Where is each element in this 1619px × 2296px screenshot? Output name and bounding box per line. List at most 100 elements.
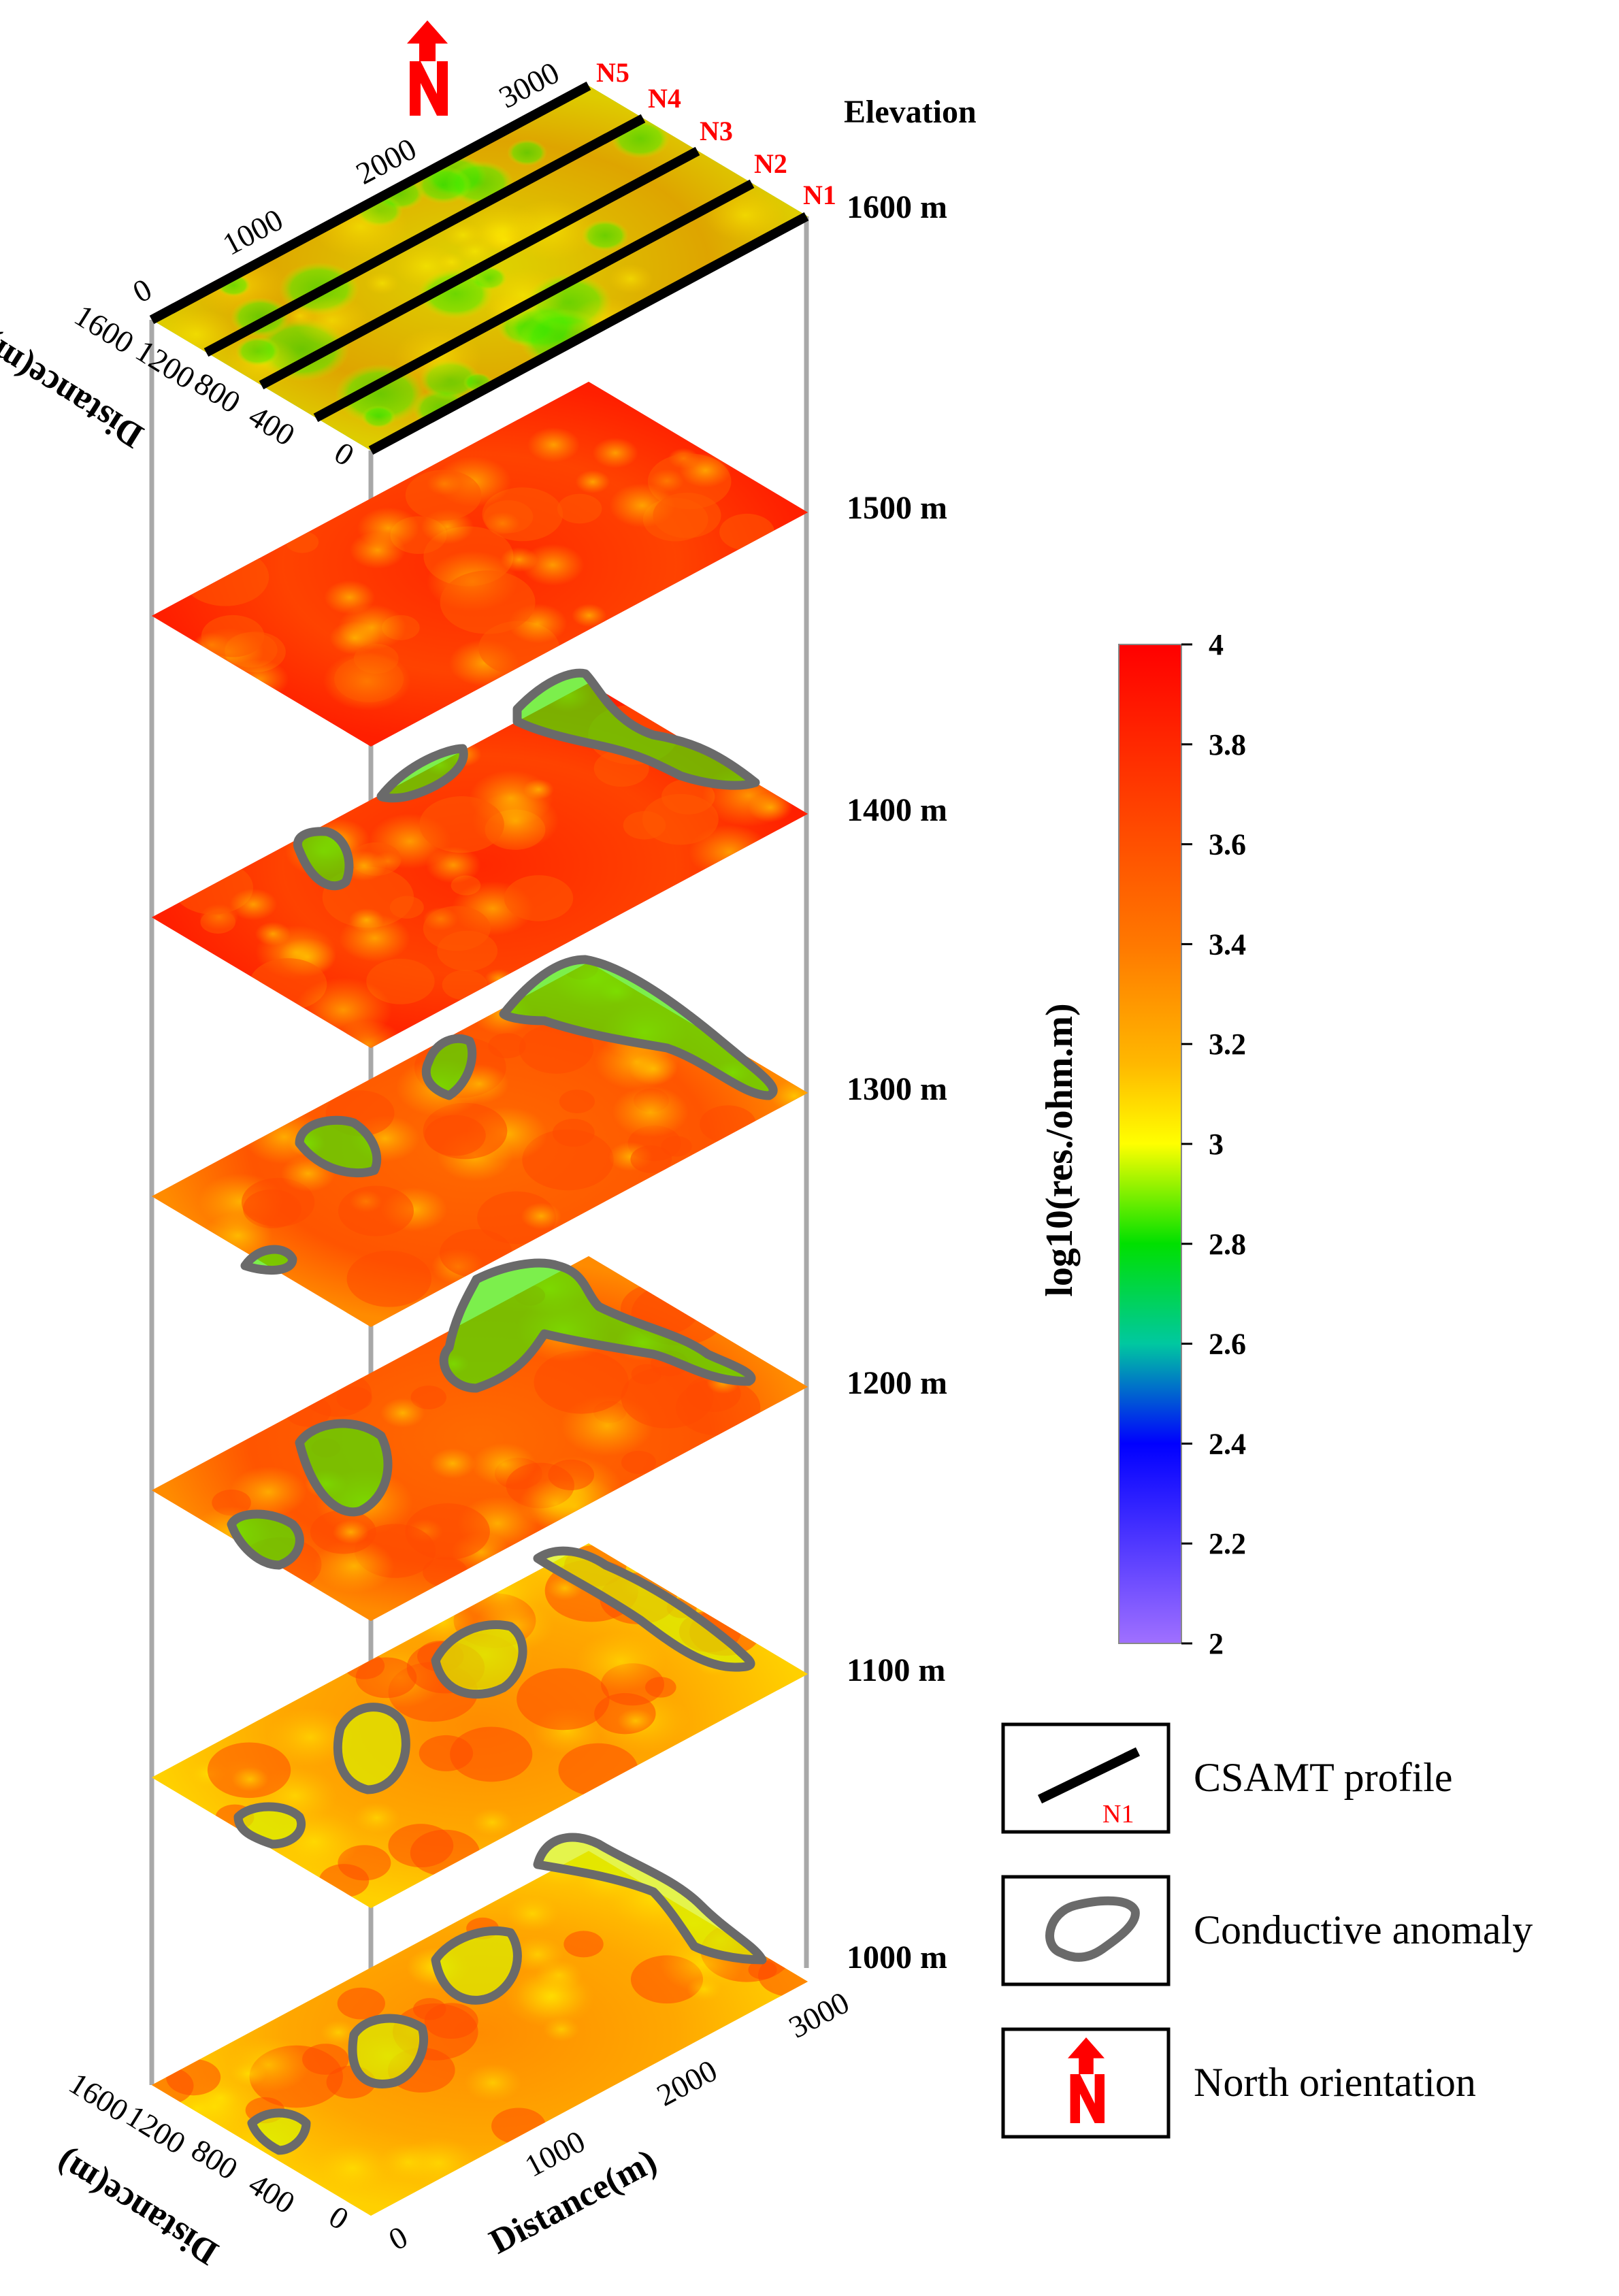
slice-3	[152, 668, 808, 1048]
texture-blob	[644, 1677, 676, 1698]
texture-blob	[563, 1931, 604, 1958]
texture-blob	[450, 1726, 533, 1782]
texture-blob	[333, 1520, 369, 1544]
texture-blob	[558, 1743, 638, 1797]
texture-blob	[464, 2063, 522, 2102]
texture-blob	[399, 2137, 478, 2189]
texture-blob	[267, 1708, 355, 1767]
profile-line-n4	[203, 114, 646, 357]
colorbar-tick-label: 2.2	[1209, 1527, 1246, 1560]
elevation-label-1500: 1500 m	[847, 490, 947, 526]
slice-texture	[172, 683, 796, 1048]
legend-profile-line	[1037, 1747, 1141, 1804]
texture-blob	[423, 906, 491, 951]
legend-profile-n1: N1	[1102, 1800, 1134, 1828]
bottom-cross-tick-0: 0	[323, 2199, 355, 2236]
texture-blob	[575, 1631, 666, 1692]
slice-shading	[152, 1543, 808, 1908]
texture-blob	[679, 453, 732, 488]
texture-blob	[548, 1459, 595, 1490]
texture-blob	[770, 1080, 808, 1112]
texture-blob	[201, 614, 265, 657]
texture-blob	[353, 1802, 400, 1834]
colorbar	[1118, 644, 1182, 1644]
anomaly-fill	[436, 1624, 523, 1694]
texture-blob	[355, 1657, 417, 1699]
bottom-cross-tick-400: 400	[243, 2166, 301, 2220]
texture-blob	[182, 548, 269, 606]
bottom-tick-3000: 3000	[783, 1985, 855, 2045]
texture-blob	[572, 604, 607, 627]
conductive-anomaly-outline	[295, 1419, 393, 1517]
top-cross-tick-400: 400	[243, 398, 301, 453]
bottom-tick-2000: 2000	[651, 2053, 723, 2113]
elevation-label-1300: 1300 m	[847, 1071, 947, 1107]
texture-blob	[617, 1708, 654, 1733]
anomaly-fill	[538, 1551, 751, 1667]
texture-blob	[612, 1086, 689, 1138]
conductive-anomaly-outline	[512, 668, 760, 790]
texture-blob	[642, 793, 719, 845]
texture-blob	[424, 2003, 478, 2039]
conductive-anomaly-outline	[333, 1703, 410, 1794]
colorbar-tick-label: 2.6	[1209, 1328, 1246, 1361]
top-cross-tick-0: 0	[329, 435, 361, 472]
profile-line-n2	[313, 179, 755, 423]
texture-blob	[517, 1668, 610, 1731]
profile-label-n2: N2	[754, 148, 787, 179]
colorbar-tick-label: 3.8	[1209, 728, 1246, 761]
texture-blob	[348, 908, 385, 932]
colorbar-tick-label: 3.4	[1209, 928, 1246, 961]
conductive-anomaly-outline	[533, 1833, 767, 1965]
conductive-anomaly-outline	[233, 1802, 306, 1849]
texture-blob	[608, 263, 653, 294]
bottom-cross-tick-800: 800	[186, 2132, 244, 2186]
texture-blob	[429, 1448, 476, 1479]
texture-blob	[757, 1954, 808, 1997]
texture-blob	[521, 1202, 561, 1230]
texture-blob	[516, 1971, 588, 2020]
texture-blob	[719, 513, 775, 551]
texture-blob	[405, 470, 482, 521]
profile-label-n5: N5	[596, 57, 629, 88]
profile-line-n5	[149, 81, 591, 325]
colorbar-ticks: 4 3.8 3.6 3.4 3.2 3 2.8 2.6 2.4 2.2 2	[1181, 628, 1246, 1660]
texture-blob	[380, 1398, 425, 1428]
top-cross-tick-1600: 1600	[69, 297, 140, 360]
texture-blob	[575, 470, 610, 493]
texture-blob	[320, 2020, 357, 2045]
texture-blob	[302, 2044, 349, 2075]
profile-label-n4: N4	[648, 83, 681, 114]
texture-blob	[405, 1503, 490, 1560]
texture-blob	[241, 1177, 315, 1227]
texture-blob	[410, 1385, 446, 1409]
colorbar-tick-label: 3.2	[1209, 1028, 1246, 1061]
texture-blob	[456, 239, 493, 264]
texture-blob	[338, 1185, 414, 1236]
legend-anomaly-icon	[1045, 1896, 1140, 1962]
bottom-cross-tick-1600: 1600	[63, 2065, 135, 2128]
colorbar-tick-label: 2	[1209, 1627, 1224, 1660]
texture-blob	[410, 1829, 480, 1876]
conductive-anomaly-outline	[240, 1245, 297, 1275]
texture-blob	[357, 507, 420, 549]
profile-line-n1	[368, 212, 809, 455]
texture-blob	[471, 1808, 514, 1837]
colorbar-tick-label: 2.4	[1209, 1427, 1246, 1460]
top-tick-0: 0	[127, 272, 157, 310]
elevation-label-1600: 1600 m	[847, 189, 947, 225]
texture-blob	[334, 655, 404, 702]
texture-blob	[365, 272, 399, 295]
texture-blob	[507, 139, 547, 166]
legend-profile-label: CSAMT profile	[1194, 1755, 1453, 1800]
texture-blob	[488, 1033, 526, 1059]
texture-blob	[519, 1023, 594, 1074]
texture-blob	[302, 1371, 372, 1417]
conductive-anomaly-outline	[499, 955, 778, 1100]
texture-blob	[527, 427, 580, 463]
conductive-anomaly-outline	[247, 2108, 311, 2155]
texture-blob	[338, 604, 406, 651]
texture-blob	[521, 544, 585, 586]
legend: N1 CSAMT profile Conductive anomaly Nort…	[1001, 1722, 1533, 2139]
anomaly-fill	[297, 831, 349, 886]
